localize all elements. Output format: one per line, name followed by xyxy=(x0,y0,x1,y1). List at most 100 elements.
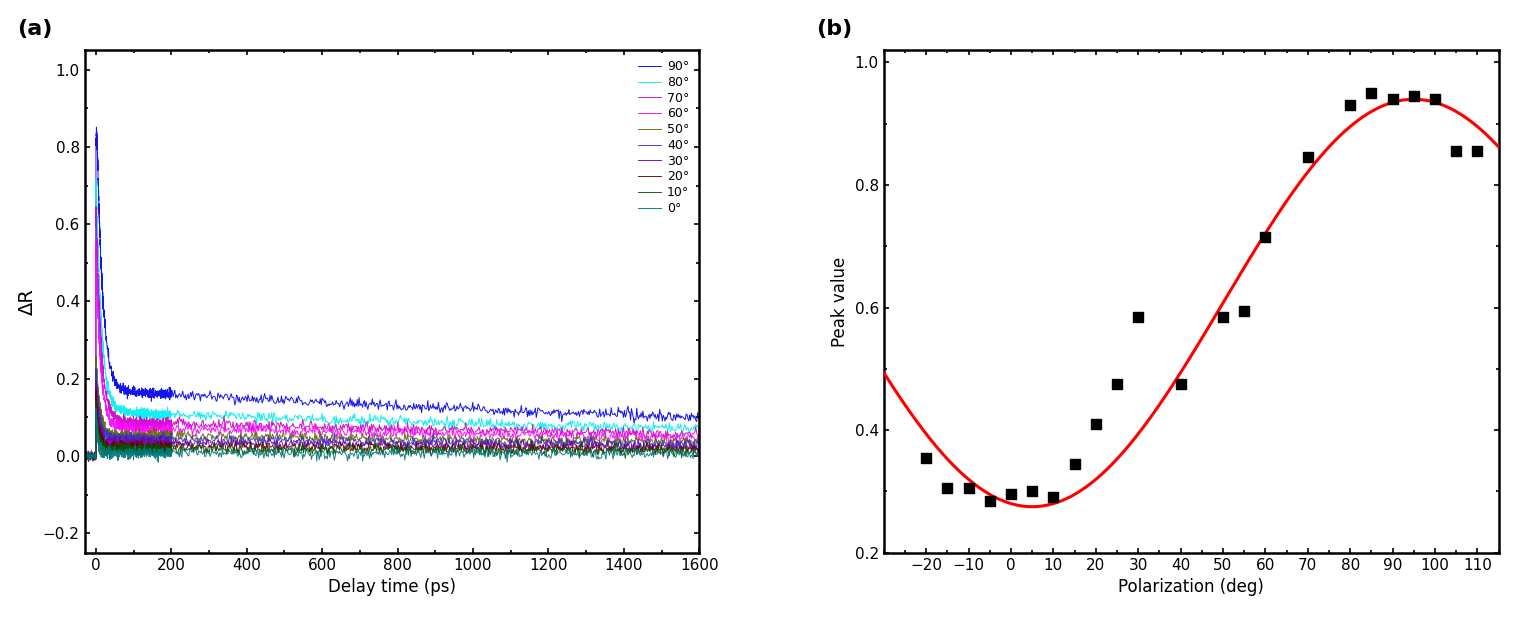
Point xyxy=(1105,379,1130,389)
Point xyxy=(978,495,1002,506)
10° xyxy=(690,446,709,453)
Point xyxy=(1041,492,1065,502)
30° xyxy=(94,441,112,448)
Line: 90°: 90° xyxy=(85,127,699,460)
40° xyxy=(94,428,112,435)
40° xyxy=(86,364,105,372)
0° xyxy=(89,431,108,439)
20° xyxy=(543,443,561,451)
90° xyxy=(659,411,678,418)
50° xyxy=(94,414,112,422)
Y-axis label: ΔR: ΔR xyxy=(18,288,37,315)
40° xyxy=(543,443,561,450)
20° xyxy=(89,412,108,420)
90° xyxy=(88,123,106,131)
70° xyxy=(89,261,108,269)
80° xyxy=(324,415,343,423)
60° xyxy=(86,457,105,464)
60° xyxy=(690,433,709,441)
Point xyxy=(1465,146,1489,156)
X-axis label: Delay time (ps): Delay time (ps) xyxy=(327,578,456,596)
Point xyxy=(1443,146,1468,156)
40° xyxy=(659,441,678,449)
90° xyxy=(89,157,108,165)
20° xyxy=(659,441,678,449)
0° xyxy=(323,450,341,457)
90° xyxy=(324,401,343,409)
Point xyxy=(1062,459,1087,469)
0° xyxy=(86,404,105,412)
Point xyxy=(934,484,959,494)
Point xyxy=(1402,91,1426,101)
10° xyxy=(530,447,549,454)
20° xyxy=(86,385,105,392)
Line: 40°: 40° xyxy=(85,368,699,461)
60° xyxy=(324,425,343,433)
Point xyxy=(1337,100,1362,111)
20° xyxy=(690,448,709,456)
X-axis label: Polarization (deg): Polarization (deg) xyxy=(1119,578,1263,596)
80° xyxy=(690,428,709,435)
0° xyxy=(543,449,561,457)
60° xyxy=(94,386,112,394)
60° xyxy=(89,300,108,307)
40° xyxy=(89,395,108,403)
60° xyxy=(75,453,94,460)
30° xyxy=(77,456,95,463)
Point xyxy=(1211,311,1236,322)
60° xyxy=(659,441,678,449)
80° xyxy=(86,175,105,183)
Line: 70°: 70° xyxy=(85,207,699,460)
0° xyxy=(690,449,709,457)
70° xyxy=(324,425,343,432)
Point xyxy=(1423,94,1448,104)
Point xyxy=(999,489,1024,499)
30° xyxy=(530,441,549,449)
Line: 20°: 20° xyxy=(85,389,699,462)
Point xyxy=(1127,311,1151,322)
70° xyxy=(690,426,709,434)
Point xyxy=(1168,379,1193,389)
Point xyxy=(1253,232,1277,242)
10° xyxy=(94,442,112,450)
40° xyxy=(690,447,709,454)
20° xyxy=(75,455,94,463)
0° xyxy=(75,455,94,462)
30° xyxy=(659,444,678,452)
10° xyxy=(89,425,108,432)
Point xyxy=(1296,153,1320,163)
20° xyxy=(80,458,98,465)
70° xyxy=(80,457,98,464)
Text: (b): (b) xyxy=(816,19,853,39)
40° xyxy=(83,457,101,465)
Line: 60°: 60° xyxy=(85,246,699,460)
50° xyxy=(75,452,94,460)
Point xyxy=(956,484,981,494)
80° xyxy=(543,425,561,433)
30° xyxy=(86,377,105,385)
40° xyxy=(530,437,549,445)
50° xyxy=(85,457,103,465)
80° xyxy=(75,452,94,459)
50° xyxy=(659,441,678,448)
0° xyxy=(498,458,516,466)
70° xyxy=(94,363,112,371)
0° xyxy=(659,447,678,455)
80° xyxy=(530,425,549,433)
10° xyxy=(75,451,94,458)
Line: 50°: 50° xyxy=(85,356,699,461)
20° xyxy=(530,444,549,452)
10° xyxy=(324,450,343,458)
80° xyxy=(89,231,108,239)
70° xyxy=(86,203,105,210)
Point xyxy=(915,453,939,463)
Text: (a): (a) xyxy=(17,19,52,39)
50° xyxy=(86,352,105,360)
Line: 80°: 80° xyxy=(85,179,699,459)
0° xyxy=(530,449,549,457)
70° xyxy=(543,425,561,433)
30° xyxy=(324,441,343,449)
50° xyxy=(690,441,709,449)
Line: 30°: 30° xyxy=(85,381,699,460)
20° xyxy=(324,446,343,453)
